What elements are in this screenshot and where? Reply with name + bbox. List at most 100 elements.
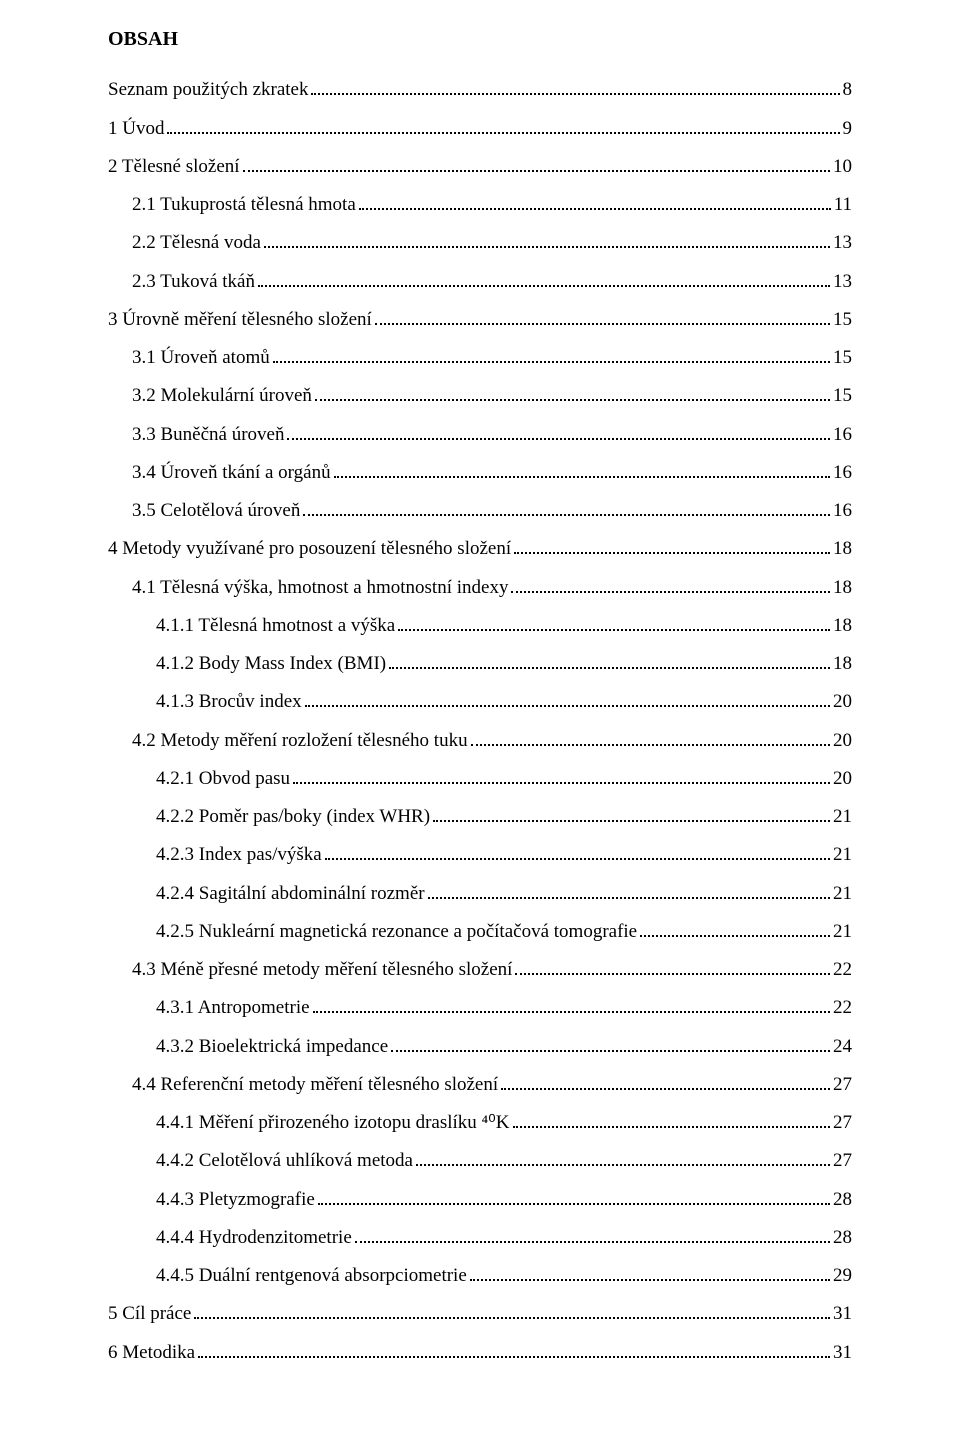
toc-entry-page: 18 bbox=[833, 616, 852, 635]
toc-entry: 4.2.5 Nukleární magnetická rezonance a p… bbox=[108, 921, 852, 941]
toc-entry-label: 2.1 Tukuprostá tělesná hmota bbox=[132, 195, 356, 214]
toc-entry-label: 4.4 Referenční metody měření tělesného s… bbox=[132, 1075, 498, 1094]
toc-leader-dots bbox=[315, 385, 830, 401]
toc-leader-dots bbox=[398, 615, 830, 631]
toc-title: OBSAH bbox=[108, 28, 852, 51]
toc-entry-page: 21 bbox=[833, 845, 852, 864]
toc-entry-page: 15 bbox=[833, 310, 852, 329]
toc-entry-label: 3.4 Úroveň tkání a orgánů bbox=[132, 463, 331, 482]
toc-entry-page: 13 bbox=[833, 272, 852, 291]
toc-entry-page: 22 bbox=[833, 998, 852, 1017]
toc-leader-dots bbox=[511, 576, 830, 592]
toc-entry: 4.1.2 Body Mass Index (BMI)18 bbox=[108, 653, 852, 673]
toc-entry: 3.5 Celotělová úroveň 16 bbox=[108, 500, 852, 520]
toc-entry: 1 Úvod9 bbox=[108, 117, 852, 137]
toc-entry-page: 27 bbox=[833, 1075, 852, 1094]
toc-entry-label: 4.2.2 Poměr pas/boky (index WHR) bbox=[156, 807, 430, 826]
toc-entry-page: 21 bbox=[833, 884, 852, 903]
toc-entry-label: 1 Úvod bbox=[108, 119, 164, 138]
toc-leader-dots bbox=[264, 232, 830, 248]
toc-leader-dots bbox=[391, 1035, 830, 1051]
toc-entry-label: 4.1.1 Tělesná hmotnost a výška bbox=[156, 616, 395, 635]
toc-leader-dots bbox=[515, 959, 830, 975]
toc-entry: 3.2 Molekulární úroveň15 bbox=[108, 385, 852, 405]
toc-leader-dots bbox=[501, 1074, 830, 1090]
toc-entry-label: 4.4.3 Pletyzmografie bbox=[156, 1190, 315, 1209]
toc-leader-dots bbox=[433, 806, 830, 822]
toc-entry: 4 Metody využívané pro posouzení tělesné… bbox=[108, 538, 852, 558]
toc-entry-label: 3.5 Celotělová úroveň bbox=[132, 501, 300, 520]
toc-entry-page: 27 bbox=[833, 1113, 852, 1132]
toc-entry-label: 4.2.3 Index pas/výška bbox=[156, 845, 322, 864]
toc-entry-page: 11 bbox=[834, 195, 852, 214]
toc-leader-dots bbox=[428, 882, 830, 898]
toc-leader-dots bbox=[243, 156, 830, 172]
toc-entry: 4.4.3 Pletyzmografie 28 bbox=[108, 1188, 852, 1208]
toc-entry-label: 4.3 Méně přesné metody měření tělesného … bbox=[132, 960, 512, 979]
toc-entry-page: 31 bbox=[833, 1304, 852, 1323]
toc-entry: 2 Tělesné složení10 bbox=[108, 156, 852, 176]
toc-entry-page: 20 bbox=[833, 731, 852, 750]
toc-entry-page: 28 bbox=[833, 1190, 852, 1209]
toc-entry: 4.3.2 Bioelektrická impedance24 bbox=[108, 1035, 852, 1055]
toc-entry: 6 Metodika31 bbox=[108, 1341, 852, 1361]
toc-entry: 4.1 Tělesná výška, hmotnost a hmotnostní… bbox=[108, 576, 852, 596]
toc-entry: 4.4.4 Hydrodenzitometrie28 bbox=[108, 1227, 852, 1247]
toc-entry-label: 2.3 Tuková tkáň bbox=[132, 272, 255, 291]
toc-entry-label: 3.2 Molekulární úroveň bbox=[132, 386, 312, 405]
toc-leader-dots bbox=[287, 423, 830, 439]
toc-entry-label: 4.3.1 Antropometrie bbox=[156, 998, 310, 1017]
toc-leader-dots bbox=[334, 462, 830, 478]
toc-entry-label: 3.3 Buněčná úroveň bbox=[132, 425, 284, 444]
toc-leader-dots bbox=[470, 1265, 830, 1281]
toc-entry-label: 4.2.1 Obvod pasu bbox=[156, 769, 290, 788]
toc-entry-label: Seznam použitých zkratek bbox=[108, 80, 308, 99]
toc-entry-page: 31 bbox=[833, 1343, 852, 1362]
toc-leader-dots bbox=[167, 117, 839, 133]
toc-entry-label: 2 Tělesné složení bbox=[108, 157, 240, 176]
toc-leader-dots bbox=[194, 1303, 830, 1319]
toc-entry-page: 20 bbox=[833, 769, 852, 788]
toc-entry-page: 13 bbox=[833, 233, 852, 252]
toc-leader-dots bbox=[273, 347, 830, 363]
toc-entry-label: 4.1 Tělesná výška, hmotnost a hmotnostní… bbox=[132, 578, 508, 597]
toc-leader-dots bbox=[513, 1112, 830, 1128]
toc-entry-page: 16 bbox=[833, 425, 852, 444]
toc-leader-dots bbox=[293, 768, 830, 784]
toc-entry: 4.2 Metody měření rozložení tělesného tu… bbox=[108, 729, 852, 749]
toc-entry: 2.1 Tukuprostá tělesná hmota 11 bbox=[108, 194, 852, 214]
toc-entry-label: 4.1.3 Brocův index bbox=[156, 692, 302, 711]
toc-leader-dots bbox=[303, 500, 830, 516]
toc-entry: 2.2 Tělesná voda13 bbox=[108, 232, 852, 252]
toc-leader-dots bbox=[318, 1188, 830, 1204]
toc-entry-page: 18 bbox=[833, 654, 852, 673]
toc-leader-dots bbox=[305, 691, 830, 707]
toc-entry: 4.2.1 Obvod pasu 20 bbox=[108, 768, 852, 788]
toc-leader-dots bbox=[514, 538, 830, 554]
toc-entry: 3.1 Úroveň atomů15 bbox=[108, 347, 852, 367]
toc-entry-page: 21 bbox=[833, 922, 852, 941]
toc-entry-page: 8 bbox=[843, 80, 853, 99]
toc-entry: 4.3 Méně přesné metody měření tělesného … bbox=[108, 959, 852, 979]
toc-entry-label: 4.4.2 Celotělová uhlíková metoda bbox=[156, 1151, 413, 1170]
toc-entry: 2.3 Tuková tkáň 13 bbox=[108, 270, 852, 290]
toc-entry: 4.1.3 Brocův index 20 bbox=[108, 691, 852, 711]
toc-entry: Seznam použitých zkratek 8 bbox=[108, 79, 852, 99]
toc-entry-label: 4.4.4 Hydrodenzitometrie bbox=[156, 1228, 352, 1247]
toc-entry-label: 4 Metody využívané pro posouzení tělesné… bbox=[108, 539, 511, 558]
toc-entry-page: 20 bbox=[833, 692, 852, 711]
toc-entry: 4.2.2 Poměr pas/boky (index WHR)21 bbox=[108, 806, 852, 826]
toc-leader-dots bbox=[471, 729, 830, 745]
toc-entry-page: 15 bbox=[833, 348, 852, 367]
toc-list: Seznam použitých zkratek 8 1 Úvod9 2 Tělesn… bbox=[108, 79, 852, 1362]
toc-entry: 4.4.1 Měření přirozeného izotopu draslík… bbox=[108, 1112, 852, 1132]
toc-entry-label: 3 Úrovně měření tělesného složení bbox=[108, 310, 372, 329]
toc-entry-label: 4.2 Metody měření rozložení tělesného tu… bbox=[132, 731, 468, 750]
toc-leader-dots bbox=[355, 1227, 830, 1243]
toc-leader-dots bbox=[640, 921, 830, 937]
toc-entry-page: 16 bbox=[833, 501, 852, 520]
toc-entry: 3.3 Buněčná úroveň 16 bbox=[108, 423, 852, 443]
toc-entry-label: 4.2.5 Nukleární magnetická rezonance a p… bbox=[156, 922, 637, 941]
toc-leader-dots bbox=[416, 1150, 830, 1166]
toc-entry: 4.2.4 Sagitální abdominální rozměr21 bbox=[108, 882, 852, 902]
